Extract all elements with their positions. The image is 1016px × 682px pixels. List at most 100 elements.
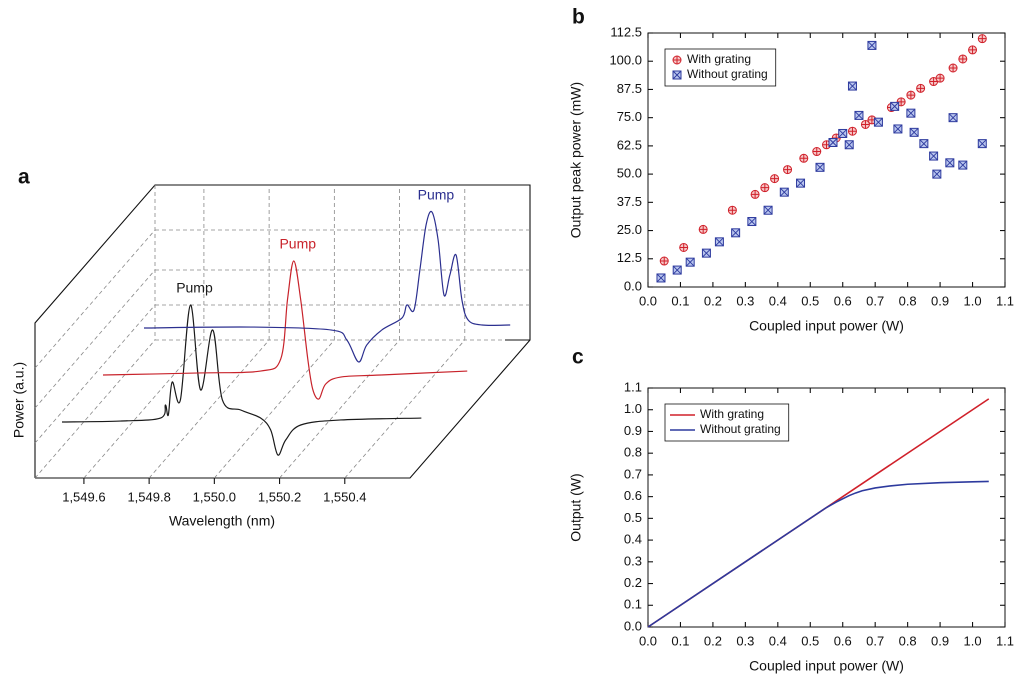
- floor-grid-line: [148, 339, 270, 479]
- y-tick-label: 75.0: [617, 109, 642, 124]
- y-tick-label: 0.6: [624, 488, 642, 503]
- y-tick-label: 0.3: [624, 553, 642, 568]
- x-tick-label: 0.5: [801, 293, 819, 308]
- x-tick-label: 1.1: [996, 633, 1014, 648]
- marker: [867, 40, 877, 50]
- x-tick-label: 1.0: [964, 633, 982, 648]
- marker-x: [763, 205, 773, 215]
- x-tick-label: 0.9: [931, 633, 949, 648]
- x-tick-label: 1,549.6: [62, 489, 105, 504]
- marker-cross: [728, 206, 737, 215]
- marker-cross: [770, 174, 779, 183]
- x-tick-label: 0.1: [671, 633, 689, 648]
- floor-grid-line: [344, 339, 466, 479]
- y-tick-label: 0.7: [624, 466, 642, 481]
- marker-x: [715, 237, 724, 247]
- x-tick-label: 0.7: [866, 293, 884, 308]
- legend-label: Without grating: [700, 422, 781, 436]
- y-axis-title: Output (W): [568, 473, 584, 541]
- floor-grid-line: [214, 339, 335, 479]
- x-tick-label: 0.4: [769, 633, 787, 648]
- marker-x: [977, 139, 987, 148]
- marker: [977, 139, 987, 149]
- y-tick-label: 0.0: [624, 618, 642, 633]
- y-tick-label: 1.1: [624, 379, 642, 394]
- plot-frame: [647, 32, 1006, 288]
- legend-frame: [664, 403, 790, 442]
- y-tick-label: 112.5: [610, 24, 642, 39]
- marker: [968, 45, 978, 55]
- marker-cross: [897, 97, 906, 106]
- marker-cross: [799, 154, 808, 163]
- x-tick-label: 0.1: [671, 293, 689, 308]
- marker: [932, 169, 942, 179]
- marker: [929, 151, 939, 161]
- peak-annotation: Pump: [176, 280, 213, 296]
- x-tick-label: 0.4: [769, 293, 787, 308]
- y-tick-label: 100.0: [609, 53, 642, 68]
- marker: [727, 205, 737, 215]
- x-tick-label: 0.3: [736, 633, 754, 648]
- marker-x: [893, 124, 903, 134]
- marker: [860, 119, 870, 129]
- marker-x: [945, 158, 955, 168]
- y-axis-title: Output peak power (mW): [568, 82, 584, 238]
- marker: [698, 224, 708, 234]
- marker-cross: [861, 120, 870, 129]
- marker-cross: [848, 127, 857, 136]
- spectrum-line: [61, 304, 422, 456]
- marker-cross: [929, 77, 938, 86]
- marker: [847, 126, 857, 136]
- floor-grid-line: [279, 339, 400, 479]
- marker-x: [672, 70, 682, 80]
- marker-cross: [679, 243, 688, 252]
- marker-x: [854, 111, 864, 120]
- marker-x: [838, 129, 848, 138]
- marker: [890, 101, 900, 111]
- marker: [828, 138, 838, 148]
- marker: [701, 248, 711, 258]
- marker-x: [909, 128, 919, 137]
- marker: [679, 242, 689, 252]
- panel-label: c: [572, 346, 584, 369]
- marker: [685, 257, 695, 267]
- y-tick-label: 0.0: [624, 278, 642, 293]
- marker: [838, 128, 848, 138]
- spectrum-line: [102, 260, 468, 400]
- marker: [945, 158, 955, 168]
- y-tick-label: 0.2: [624, 575, 642, 590]
- marker-x: [932, 169, 942, 179]
- marker: [958, 160, 968, 170]
- marker: [873, 117, 883, 127]
- marker: [770, 174, 780, 184]
- marker-cross: [812, 147, 821, 156]
- marker: [672, 265, 682, 275]
- x-tick-label: 0.0: [639, 633, 657, 648]
- marker: [783, 165, 793, 175]
- panel-label: b: [572, 6, 585, 29]
- marker: [714, 237, 724, 247]
- x-tick-label: 0.2: [704, 633, 722, 648]
- marker: [977, 34, 987, 44]
- x-tick-label: 0.3: [736, 293, 754, 308]
- marker-cross: [958, 54, 967, 63]
- y-tick-label: 25.0: [617, 222, 642, 237]
- marker: [948, 63, 958, 73]
- marker-x: [685, 257, 695, 267]
- marker-x: [958, 160, 968, 170]
- marker: [760, 183, 770, 193]
- y-tick-label: 12.5: [617, 250, 642, 265]
- marker-cross: [916, 84, 925, 93]
- marker-x: [848, 81, 857, 91]
- box-outline: [34, 184, 531, 479]
- spectrum-line: [143, 210, 511, 363]
- marker-cross: [949, 63, 958, 72]
- marker: [779, 187, 789, 197]
- marker: [747, 217, 757, 227]
- marker: [893, 124, 903, 134]
- x-axis-title: Coupled input power (W): [749, 318, 904, 334]
- marker-x: [747, 217, 757, 226]
- y-tick-label: 0.4: [624, 532, 642, 547]
- marker: [815, 162, 825, 172]
